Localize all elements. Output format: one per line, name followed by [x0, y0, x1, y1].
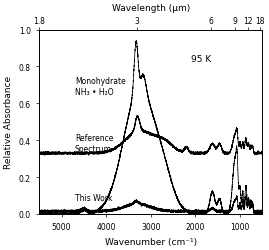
Y-axis label: Relative Absorbance: Relative Absorbance — [4, 76, 13, 169]
Text: This Work: This Work — [75, 193, 112, 202]
Text: Monohydrate
NH₃ • H₂O: Monohydrate NH₃ • H₂O — [75, 76, 126, 96]
X-axis label: Wavelength (μm): Wavelength (μm) — [112, 4, 190, 13]
X-axis label: Wavenumber (cm⁻¹): Wavenumber (cm⁻¹) — [105, 237, 197, 246]
Text: Reference
Spectrum: Reference Spectrum — [75, 133, 113, 153]
Text: 95 K: 95 K — [191, 54, 211, 64]
